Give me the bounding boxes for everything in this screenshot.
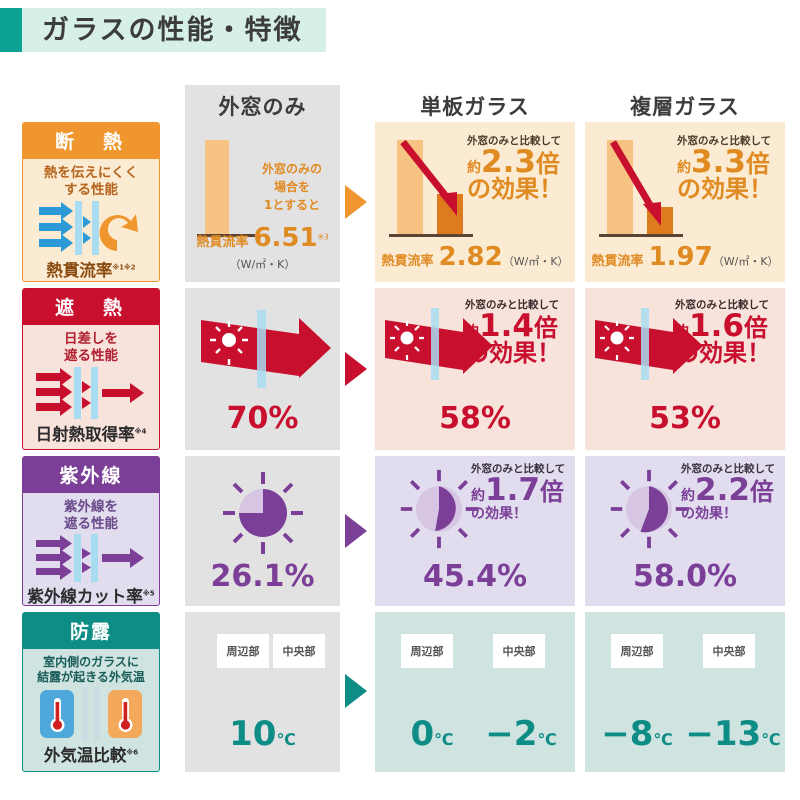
effect-insulation-single: 外窓のみと比較して 約2.3倍 の効果！ <box>467 135 563 203</box>
cell-uv-double: 外窓のみと比較して 約2.2倍 の効果！ 58.0% <box>585 456 785 606</box>
thermometer-compare-icon <box>40 686 142 741</box>
cell-condensation-single: 周辺部 中央部 0℃ −2℃ <box>375 612 575 772</box>
effect-shading-single: 外窓のみと比較して 約1.4倍 の効果！ <box>465 299 561 367</box>
cell-insulation-single: 外窓のみと比較して 約2.3倍 の効果！ 熱貫流率 2.82（W/㎡・K） <box>375 122 575 282</box>
column-header-outer-label: 外窓のみ <box>218 95 307 119</box>
row-metric-shading: 日射熱取得率※4 <box>35 424 147 444</box>
page-title-bar: ガラスの性能・特徴 <box>0 8 327 52</box>
title-accent-block <box>0 8 22 52</box>
effect-insulation-double: 外窓のみと比較して 約3.3倍 の効果！ <box>677 135 773 203</box>
row-metric-condensation: 外気温比較※6 <box>43 746 139 765</box>
cell-shading-double: 外窓のみと比較して 約1.6倍 の効果！ 53% <box>585 288 785 450</box>
effect-shading-double: 外窓のみと比較して 約1.6倍 の効果！ <box>675 299 771 367</box>
row-metric-uv: 紫外線カット率※5 <box>27 586 155 606</box>
row-metric-insulation: 熱貫流率※1※2 <box>46 260 136 280</box>
value-condensation-outer: 10℃ <box>229 714 296 754</box>
page-title: ガラスの性能・特徴 <box>42 14 303 46</box>
bar-baseline <box>599 234 683 237</box>
row-desc-shading: 日差しを 遮る性能 <box>64 331 118 364</box>
row-title-condensation: 防露 <box>23 613 159 649</box>
arrow-uv <box>345 514 367 548</box>
column-header-double-label: 複層ガラス <box>630 95 740 119</box>
effect-uv-single: 外窓のみと比較して 約1.7倍 の効果！ <box>471 463 566 522</box>
value-uv-outer: 26.1% <box>210 559 315 594</box>
chip-edge-outer: 周辺部 <box>217 634 269 668</box>
column-header-double: 複層ガラス <box>585 85 785 127</box>
bar-baseline <box>197 234 255 237</box>
uv-sun-gauge-icon <box>610 469 688 549</box>
chip-edge-double: 周辺部 <box>611 634 663 668</box>
uv-sun-gauge-icon <box>223 472 303 554</box>
row-label-insulation: 断 熱 熱を伝えにくく する性能 <box>22 122 160 282</box>
cell-condensation-outer: 周辺部 中央部 10℃ <box>185 612 340 772</box>
chip-center-outer: 中央部 <box>273 634 325 668</box>
value-insulation-single: 熱貫流率 2.82（W/㎡・K） <box>381 242 569 272</box>
value-insulation-double: 熱貫流率 1.97（W/㎡・K） <box>591 242 779 272</box>
arrow-shading <box>345 352 367 386</box>
value-insulation-outer: 熱貫流率 6.51※3（W/㎡・K） <box>196 223 329 271</box>
cell-insulation-double: 外窓のみと比較して 約3.3倍 の効果！ 熱貫流率 1.97（W/㎡・K） <box>585 122 785 282</box>
value-condensation-double-edge: −8℃ <box>601 714 673 754</box>
row-title-insulation: 断 熱 <box>23 123 159 159</box>
down-arrow-icon <box>400 139 457 216</box>
cell-shading-outer: 70% <box>185 288 340 450</box>
baseline-note: 外窓のみの 場合を 1とすると <box>261 162 322 212</box>
title-band: ガラスの性能・特徴 <box>22 8 327 52</box>
value-condensation-double-center: −13℃ <box>685 714 781 754</box>
row-title-shading: 遮 熱 <box>23 289 159 325</box>
value-condensation-single-center: −2℃ <box>485 714 557 754</box>
cell-insulation-outer: 外窓のみの 場合を 1とすると 熱貫流率 6.51※3（W/㎡・K） <box>185 122 340 282</box>
column-header-single-label: 単板ガラス <box>420 95 530 119</box>
row-desc-insulation: 熱を伝えにくく する性能 <box>43 165 139 198</box>
uv-sun-gauge-icon <box>400 469 478 549</box>
cell-shading-single: 外窓のみと比較して 約1.4倍 の効果！ 58% <box>375 288 575 450</box>
value-uv-double: 58.0% <box>632 559 738 594</box>
cell-condensation-double: 周辺部 中央部 −8℃ −13℃ <box>585 612 785 772</box>
row-label-condensation: 防露 室内側のガラスに 結露が起きる外気温 <box>22 612 160 772</box>
uv-block-icon <box>36 533 144 582</box>
sun-ray-icon <box>385 308 493 380</box>
heat-transfer-icon <box>39 200 138 255</box>
value-shading-double: 53% <box>649 401 721 436</box>
chip-edge-single: 周辺部 <box>401 634 453 668</box>
row-condensation: 防露 室内側のガラスに 結露が起きる外気温 <box>0 612 800 772</box>
column-header-outer: 外窓のみ <box>185 85 340 127</box>
row-title-uv: 紫外線 <box>23 457 159 493</box>
cell-uv-single: 外窓のみと比較して 約1.7倍 の効果！ 45.4% <box>375 456 575 606</box>
chip-center-single: 中央部 <box>493 634 545 668</box>
value-shading-single: 58% <box>439 401 511 436</box>
row-shading: 遮 熱 日差しを 遮る性能 <box>0 288 800 450</box>
arrow-condensation <box>345 674 367 708</box>
row-desc-uv: 紫外線を 遮る性能 <box>64 499 118 532</box>
value-condensation-single-edge: 0℃ <box>410 714 454 754</box>
chip-center-double: 中央部 <box>703 634 755 668</box>
effect-uv-double: 外窓のみと比較して 約2.2倍 の効果！ <box>681 463 776 522</box>
down-arrow-icon <box>609 140 661 226</box>
cell-uv-outer: 26.1% <box>185 456 340 606</box>
arrow-insulation <box>345 185 367 219</box>
row-uv: 紫外線 紫外線を 遮る性能 <box>0 456 800 606</box>
value-uv-single: 45.4% <box>422 559 528 594</box>
sun-ray-icon <box>201 310 331 388</box>
row-insulation: 断 熱 熱を伝えにくく する性能 <box>0 122 800 282</box>
bar-outer-insulation <box>205 140 229 234</box>
bar-baseline <box>389 234 473 237</box>
solar-heat-icon <box>36 366 144 419</box>
row-label-shading: 遮 熱 日差しを 遮る性能 <box>22 288 160 450</box>
value-shading-outer: 70% <box>226 401 299 436</box>
column-header-single: 単板ガラス <box>375 85 575 127</box>
row-desc-condensation: 室内側のガラスに 結露が起きる外気温 <box>37 655 145 684</box>
sun-ray-icon <box>595 308 703 380</box>
row-label-uv: 紫外線 紫外線を 遮る性能 <box>22 456 160 606</box>
